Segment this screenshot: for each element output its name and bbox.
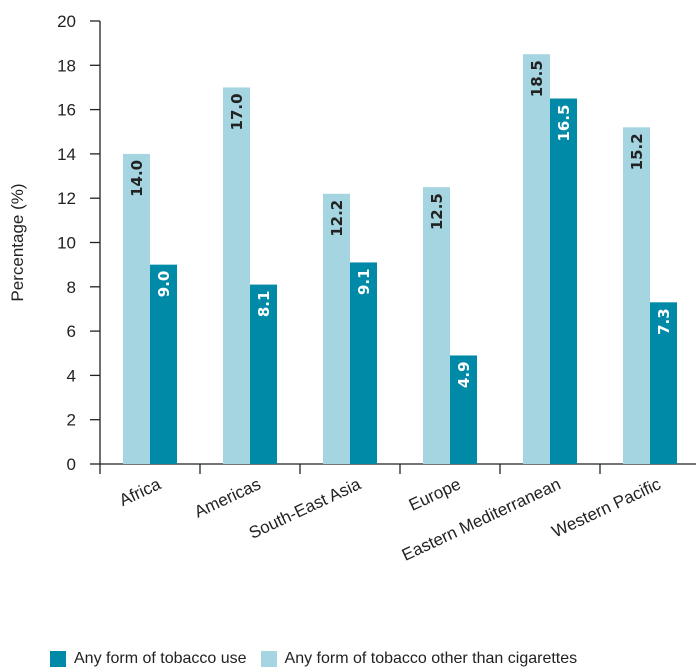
legend-swatch-other-tobacco (260, 651, 277, 667)
data-label-tobacco-use: 7.3 (655, 308, 673, 335)
y-tick-label: 4 (67, 366, 76, 385)
legend-label-tobacco-use: Any form of tobacco use (74, 650, 247, 667)
legend-label-other-tobacco: Any form of tobacco other than cigarette… (284, 650, 578, 667)
data-label-other-tobacco: 14.0 (128, 160, 146, 197)
data-label-tobacco-use: 8.1 (255, 291, 273, 318)
y-axis-label: Percentage (%) (8, 183, 27, 301)
legend: Any form of tobacco use Any form of toba… (50, 650, 577, 668)
legend-swatch-tobacco-use (50, 651, 66, 667)
bar-tobacco-use (350, 262, 377, 464)
x-category-label: Western Pacific (549, 474, 664, 541)
bar-tobacco-use (250, 284, 277, 464)
y-tick-label: 6 (67, 322, 76, 341)
chart: 0 2 4 6 8 10 12 14 16 18 20 Percentage (%) 14.0 9.0 Af… (8, 12, 696, 565)
y-tick-label: 14 (57, 145, 76, 164)
bar-tobacco-use (450, 355, 477, 464)
data-label-other-tobacco: 12.5 (428, 193, 446, 230)
bar-other-tobacco (423, 187, 450, 464)
y-tick-label: 8 (67, 278, 76, 297)
bar-other-tobacco (223, 87, 250, 464)
x-category-label: South-East Asia (246, 474, 364, 543)
x-category-label: Europe (406, 474, 464, 514)
data-label-tobacco-use: 9.0 (155, 271, 173, 298)
y-tick-label: 18 (57, 56, 76, 75)
y-tick-label: 10 (57, 234, 76, 253)
bar-tobacco-use (150, 264, 177, 464)
y-tick-label: 16 (57, 101, 76, 120)
y-tick-label: 20 (57, 12, 76, 31)
legend-item-tobacco-use: Any form of tobacco use (50, 650, 247, 668)
data-label-tobacco-use: 16.5 (555, 105, 573, 142)
x-category-label: Africa (116, 474, 164, 510)
y-tick-label: 2 (67, 411, 76, 430)
legend-item-other-tobacco: Any form of tobacco other than cigarette… (260, 650, 578, 668)
bar-other-tobacco (623, 127, 650, 464)
data-label-other-tobacco: 12.2 (328, 200, 346, 237)
y-tick-label: 0 (67, 455, 76, 474)
x-category-label: Americas (191, 474, 263, 521)
data-label-other-tobacco: 15.2 (628, 133, 646, 170)
data-label-tobacco-use: 9.1 (355, 268, 373, 295)
bar-other-tobacco (523, 54, 550, 464)
data-label-other-tobacco: 17.0 (228, 93, 246, 130)
x-category-label: Eastern Mediterranean (399, 474, 564, 564)
bar-tobacco-use (550, 98, 577, 465)
bar-tobacco-use (650, 302, 677, 464)
bar-other-tobacco (123, 153, 150, 464)
data-label-tobacco-use: 4.9 (455, 361, 473, 388)
y-tick-label: 12 (57, 189, 76, 208)
bar-other-tobacco (323, 193, 350, 464)
data-label-other-tobacco: 18.5 (528, 60, 546, 97)
